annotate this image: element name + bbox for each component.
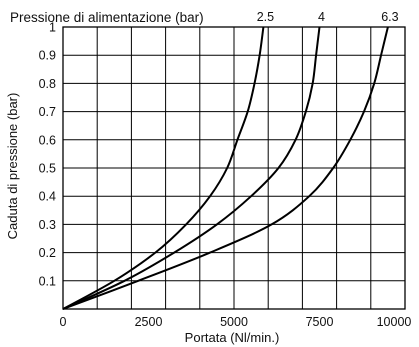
y-tick-labels: 0.1 0.2 0.3 0.4 0.5 0.6 0.7 0.8 0.9 1 xyxy=(39,21,56,289)
y-tick-label: 0.4 xyxy=(39,190,56,204)
x-tick-labels: 0 2500 5000 7500 10000 xyxy=(60,315,412,329)
x-tick-label: 0 xyxy=(60,315,67,329)
y-axis-label: Caduta di pressione (bar) xyxy=(5,93,20,240)
x-tick-label: 2500 xyxy=(135,315,163,329)
x-tick-label: 5000 xyxy=(220,315,248,329)
y-tick-label: 0.9 xyxy=(39,49,56,63)
series-line-4 xyxy=(62,26,321,310)
y-tick-label: 1 xyxy=(49,21,56,35)
y-tick-label: 0.3 xyxy=(39,218,56,232)
chart-title: Pressione di alimentazione (bar) xyxy=(10,10,204,25)
series-label-6.3: 6.3 xyxy=(381,10,398,24)
x-tick-label: 7500 xyxy=(306,315,334,329)
y-tick-label: 0.8 xyxy=(39,77,56,91)
y-tick-label: 0.1 xyxy=(39,274,56,288)
y-tick-label: 0.6 xyxy=(39,133,56,147)
series-labels: 2.5 4 6.3 xyxy=(257,10,399,24)
y-tick-label: 0.7 xyxy=(39,105,56,119)
curves xyxy=(62,26,389,310)
y-tick-label: 0.5 xyxy=(39,162,56,176)
series-label-2.5: 2.5 xyxy=(257,10,274,24)
plot-frame xyxy=(62,26,406,310)
x-tick-label: 10000 xyxy=(377,315,412,329)
x-axis-label: Portata (Nl/min.) xyxy=(185,330,280,345)
series-label-4: 4 xyxy=(318,10,325,24)
y-tick-label: 0.2 xyxy=(39,246,56,260)
grid xyxy=(63,27,405,309)
series-line-2.5 xyxy=(62,26,265,310)
series-line-6.3 xyxy=(62,26,389,310)
